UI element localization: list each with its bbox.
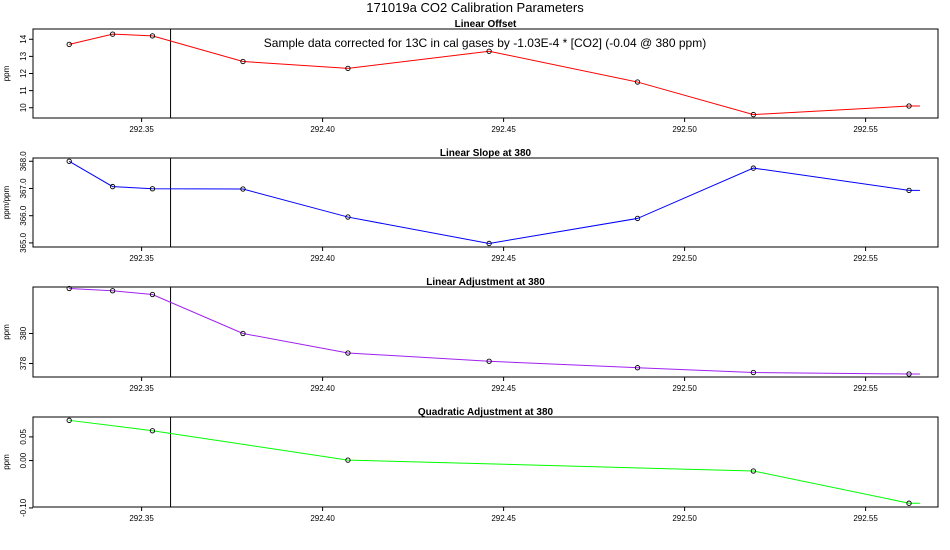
panel-2-ytick-label: 365.0 [19,232,28,253]
panel-4-data-point [750,468,757,474]
panel-1-title: Linear Offset [455,19,517,30]
panel-3-data-point [486,358,492,364]
panel-3-data-point [149,291,156,298]
panel-2-xtick-label: 292.40 [310,254,335,263]
panel-1-data-point [634,79,641,85]
panel-4-ytick-label: 0.05 [19,429,28,445]
panel-2-ytick-label: 367.0 [19,178,28,199]
panel-1-data-point [66,41,72,48]
panel-3-ytick-label: 378 [19,356,28,370]
panel-1-data-point [486,48,492,54]
panel-2-xtick-label: 292.35 [129,254,154,263]
panel-2-data-point [750,165,757,171]
panel-2-data-point [906,187,912,194]
panel-2-ylabel: ppm/ppm [2,185,11,219]
panel-3-xtick-label: 292.50 [672,384,697,393]
panel-2-data-point [345,214,351,220]
panel-1-ytick-label: 11 [19,86,28,95]
panel-4-data-point [149,428,156,434]
panel-3-title: Linear Adjustment at 380 [426,277,545,288]
panel-4-xtick-label: 292.35 [129,514,154,523]
panel-4-frame [32,416,939,508]
panel-4-ytick-label: 0.00 [19,452,28,468]
panel-3-frame [32,286,939,378]
panel-1-data-point [750,111,757,118]
panel-1-data-point [906,103,912,109]
panel-3-data-point [906,371,912,377]
panel-3-data-point [634,365,641,371]
panel-2-data-point [109,183,116,190]
panel-2-data-point [486,240,492,247]
panel-4-xtick-label: 292.40 [310,514,335,523]
panel-4-ylabel: ppm [2,454,11,470]
panel-1-data-point [240,58,246,65]
panel-1-xtick-label: 292.55 [853,125,878,134]
panel-1-ytick-label: 10 [19,103,28,112]
panel-4-title: Quadratic Adjustment at 380 [418,407,554,418]
panel-2-data-point [149,186,156,192]
panel-4-series-line [69,419,920,504]
figure-title: 171019a CO2 Calibration Parameters [366,0,584,15]
panel-3-xtick-label: 292.45 [491,384,516,393]
panel-1-ytick-label: 12 [19,69,28,78]
panel-3-xtick-label: 292.35 [129,384,154,393]
panel-1-ylabel: ppm [2,65,11,81]
panel-4-xtick-label: 292.50 [672,514,697,523]
panel-4-data-point [345,457,351,463]
panel-3-ylabel: ppm [2,324,11,340]
panel-3-data-point [345,350,351,356]
panel-1-data-point [149,33,156,39]
panel-3-data-point [109,288,116,294]
panel-4-ytick-label: -0.10 [19,498,28,517]
panel-2-xtick-label: 292.45 [491,254,516,263]
panel-4-data-point [906,500,912,506]
panel-3-data-point [66,285,72,292]
panel-1-xtick-label: 292.45 [491,125,516,134]
panel-4-xtick-label: 292.45 [491,514,516,523]
panel-4-data-point [66,417,72,423]
panel-1-ytick-label: 14 [19,34,28,43]
panel-3-xtick-label: 292.40 [310,384,335,393]
panel-1-xtick-label: 292.50 [672,125,697,134]
panel-3-xtick-label: 292.55 [853,384,878,393]
panel-1-data-point [345,65,351,72]
panel-2-data-point [240,186,246,192]
panel-2-xtick-label: 292.50 [672,254,697,263]
panel-3-series-line [69,288,920,375]
panel-2-ytick-label: 366.0 [19,205,28,226]
panel-3-ytick-label: 380 [19,326,28,340]
panel-2-ytick-label: 368.0 [19,151,28,172]
panel-4-xtick-label: 292.55 [853,514,878,523]
panel-1-ytick-label: 13 [19,51,28,60]
panel-2-series-line [68,160,920,244]
panel-1-series-line [69,33,920,116]
panel-3-data-point [750,369,757,376]
panel-2-data-point [66,158,72,164]
panel-1-annotation: Sample data corrected for 13C in cal gas… [264,36,706,50]
panel-3-data-point [240,330,246,337]
panel-1-data-point [109,31,116,37]
panel-2-data-point [634,215,641,222]
panel-1-xtick-label: 292.40 [310,125,335,134]
panel-2-frame [32,157,939,248]
panel-2-xtick-label: 292.55 [853,254,878,263]
panel-1-xtick-label: 292.35 [129,125,154,134]
panel-2-title: Linear Slope at 380 [440,148,532,159]
